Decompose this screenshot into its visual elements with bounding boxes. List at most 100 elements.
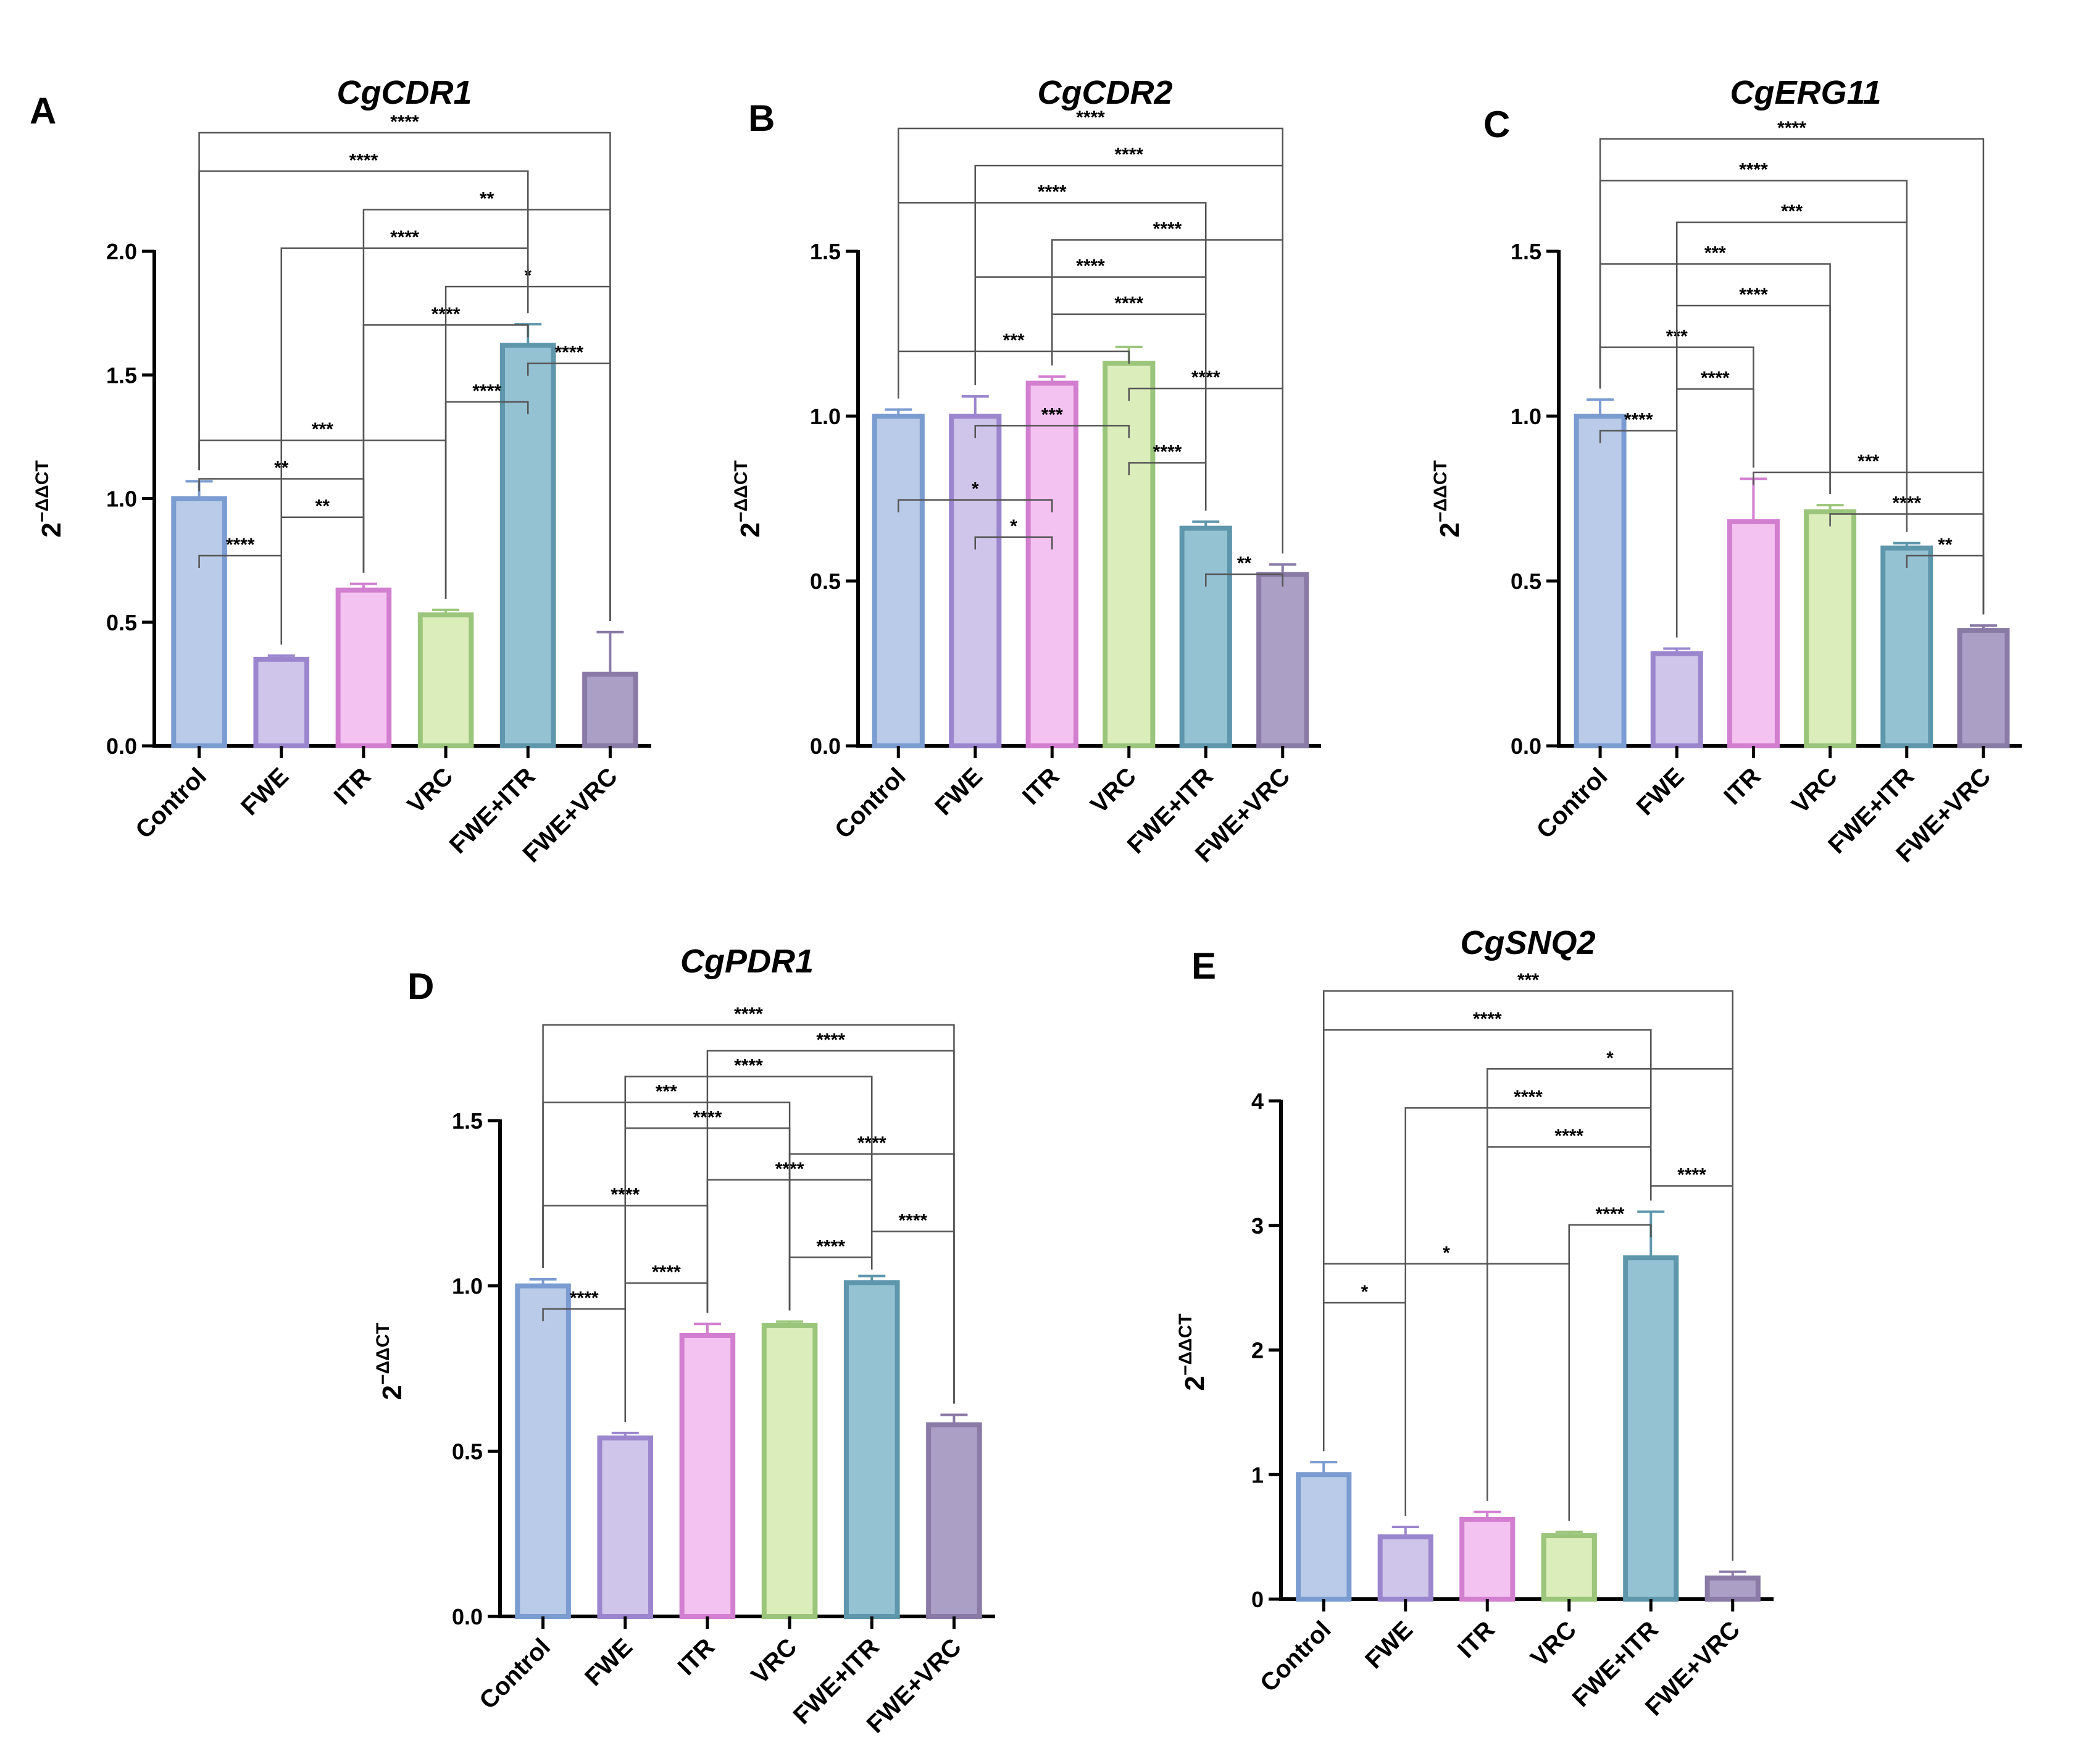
significance-label: **** xyxy=(1677,1165,1706,1185)
y-tick-label: 3 xyxy=(1251,1213,1264,1239)
y-tick-label: 1.0 xyxy=(1511,404,1541,429)
x-tick-label: VRC xyxy=(1085,763,1141,819)
significance-label: **** xyxy=(554,343,583,363)
significance-label: ** xyxy=(315,496,330,517)
panel-C: C CgERG11 2−ΔΔCT 0.0 0.5 1.0 1.5 Control FWE ITR V… xyxy=(1430,74,2022,867)
x-tick-label: VRC xyxy=(1525,1616,1582,1672)
bar-FWE xyxy=(949,414,1002,748)
significance-bracket xyxy=(1676,221,1908,638)
panel-label: E xyxy=(1191,945,1216,987)
y-tick-label: 1.5 xyxy=(1511,239,1541,264)
bar-FWE xyxy=(253,656,310,748)
bar-FWE xyxy=(1377,1534,1433,1602)
significance-label: **** xyxy=(472,381,501,401)
chart-title: CgERG11 xyxy=(1730,74,1881,111)
x-tick-label: Control xyxy=(130,763,212,844)
chart-title: CgPDR1 xyxy=(680,943,814,980)
bar-Control xyxy=(872,414,925,748)
chart-title: CgCDR2 xyxy=(1037,74,1172,111)
y-tick-label: 0.0 xyxy=(452,1604,483,1629)
y-axis-label: 2−ΔΔCT xyxy=(731,460,765,537)
significance-bracket xyxy=(1487,1068,1733,1561)
y-tick-label: 1.0 xyxy=(810,404,841,429)
bar-Control xyxy=(1574,414,1627,748)
panel-label: B xyxy=(748,98,775,139)
y-tick-label: 0.0 xyxy=(810,734,841,759)
bar-FWE+VRC xyxy=(582,671,638,748)
significance-label: *** xyxy=(1517,970,1539,990)
significance-label: **** xyxy=(1076,256,1105,277)
x-tick-label: FWE xyxy=(580,1633,638,1691)
significance-label: * xyxy=(1606,1048,1614,1068)
x-tick-label: ITR xyxy=(329,763,377,810)
x-tick-label: Control xyxy=(1532,763,1613,844)
bar-ITR xyxy=(1727,519,1780,748)
x-tick-label: Control xyxy=(830,763,911,844)
significance-label: **** xyxy=(226,535,255,555)
panel-label: A xyxy=(30,90,56,132)
x-tick-label: VRC xyxy=(402,763,459,819)
significance-bracket xyxy=(1051,239,1283,554)
y-tick-label: 1.0 xyxy=(106,487,137,512)
y-axis-label: 2−ΔΔCT xyxy=(1430,460,1465,537)
x-tick-label: ITR xyxy=(1719,763,1766,810)
panel-B: B CgCDR2 2−ΔΔCT 0.0 0.5 1.0 1.5 Control FWE ITR VR… xyxy=(731,74,1321,867)
bar-ITR xyxy=(335,587,392,748)
y-tick-label: 2 xyxy=(1251,1338,1264,1363)
significance-label: **** xyxy=(1777,118,1806,138)
significance-label: **** xyxy=(1739,285,1768,305)
x-tick-label: ITR xyxy=(1017,763,1065,810)
y-tick-label: 1 xyxy=(1251,1462,1264,1487)
significance-label: *** xyxy=(1041,404,1063,425)
y-tick-label: 0.5 xyxy=(452,1439,483,1464)
bar-FWE+ITR xyxy=(843,1280,900,1619)
significance-label: ** xyxy=(1237,553,1252,574)
x-tick-label: FWE xyxy=(1632,763,1690,821)
significance-bracket xyxy=(1323,990,1733,1561)
chart-title: CgCDR1 xyxy=(336,74,472,111)
x-tick-label: FWE xyxy=(1360,1616,1418,1674)
significance-label: **** xyxy=(1514,1087,1543,1107)
significance-bracket xyxy=(1599,138,1985,615)
significance-label: **** xyxy=(1114,144,1143,165)
bar-VRC xyxy=(417,612,474,748)
bar-Control xyxy=(171,496,227,748)
significance-label: **** xyxy=(1153,219,1182,240)
significance-label: *** xyxy=(312,419,333,440)
significance-label: * xyxy=(1443,1243,1450,1263)
y-tick-label: 2.0 xyxy=(106,239,137,264)
panel-D: D CgPDR1 2−ΔΔCT 0.0 0.5 1.0 1.5 Control FWE ITR VR… xyxy=(373,943,995,1738)
bar-FWE+VRC xyxy=(1957,628,2010,748)
x-tick-label: FWE xyxy=(236,763,294,821)
y-axis-label: 2−ΔΔCT xyxy=(1175,1313,1210,1390)
significance-label: **** xyxy=(1038,182,1067,202)
significance-label: **** xyxy=(1114,293,1143,314)
significance-bracket xyxy=(1568,1224,1652,1521)
y-tick-label: 0.0 xyxy=(106,734,137,759)
bar-FWE+ITR xyxy=(1623,1255,1679,1602)
bar-FWE xyxy=(1650,651,1703,748)
significance-label: ** xyxy=(1938,535,1953,555)
bar-VRC xyxy=(761,1323,818,1620)
y-tick-label: 0.5 xyxy=(1511,569,1541,594)
bar-FWE+VRC xyxy=(1256,572,1309,748)
y-tick-label: 4 xyxy=(1251,1089,1264,1114)
significance-label: *** xyxy=(1858,451,1879,472)
bar-FWE+ITR xyxy=(1179,525,1232,748)
y-tick-label: 1.0 xyxy=(452,1274,483,1299)
x-tick-label: VRC xyxy=(1787,763,1843,819)
significance-label: *** xyxy=(1003,330,1024,351)
significance-bracket xyxy=(1404,1107,1652,1516)
bar-FWE+ITR xyxy=(1880,545,1933,748)
y-tick-label: 0 xyxy=(1251,1587,1264,1612)
x-tick-label: FWE xyxy=(930,763,988,821)
bar-Control xyxy=(515,1283,571,1620)
significance-label: **** xyxy=(570,1288,599,1308)
significance-label: *** xyxy=(656,1081,677,1101)
significance-label: **** xyxy=(734,1056,763,1076)
significance-label: **** xyxy=(816,1030,845,1050)
y-axis-label: 2−ΔΔCT xyxy=(373,1323,407,1400)
significance-label: **** xyxy=(1701,368,1730,388)
